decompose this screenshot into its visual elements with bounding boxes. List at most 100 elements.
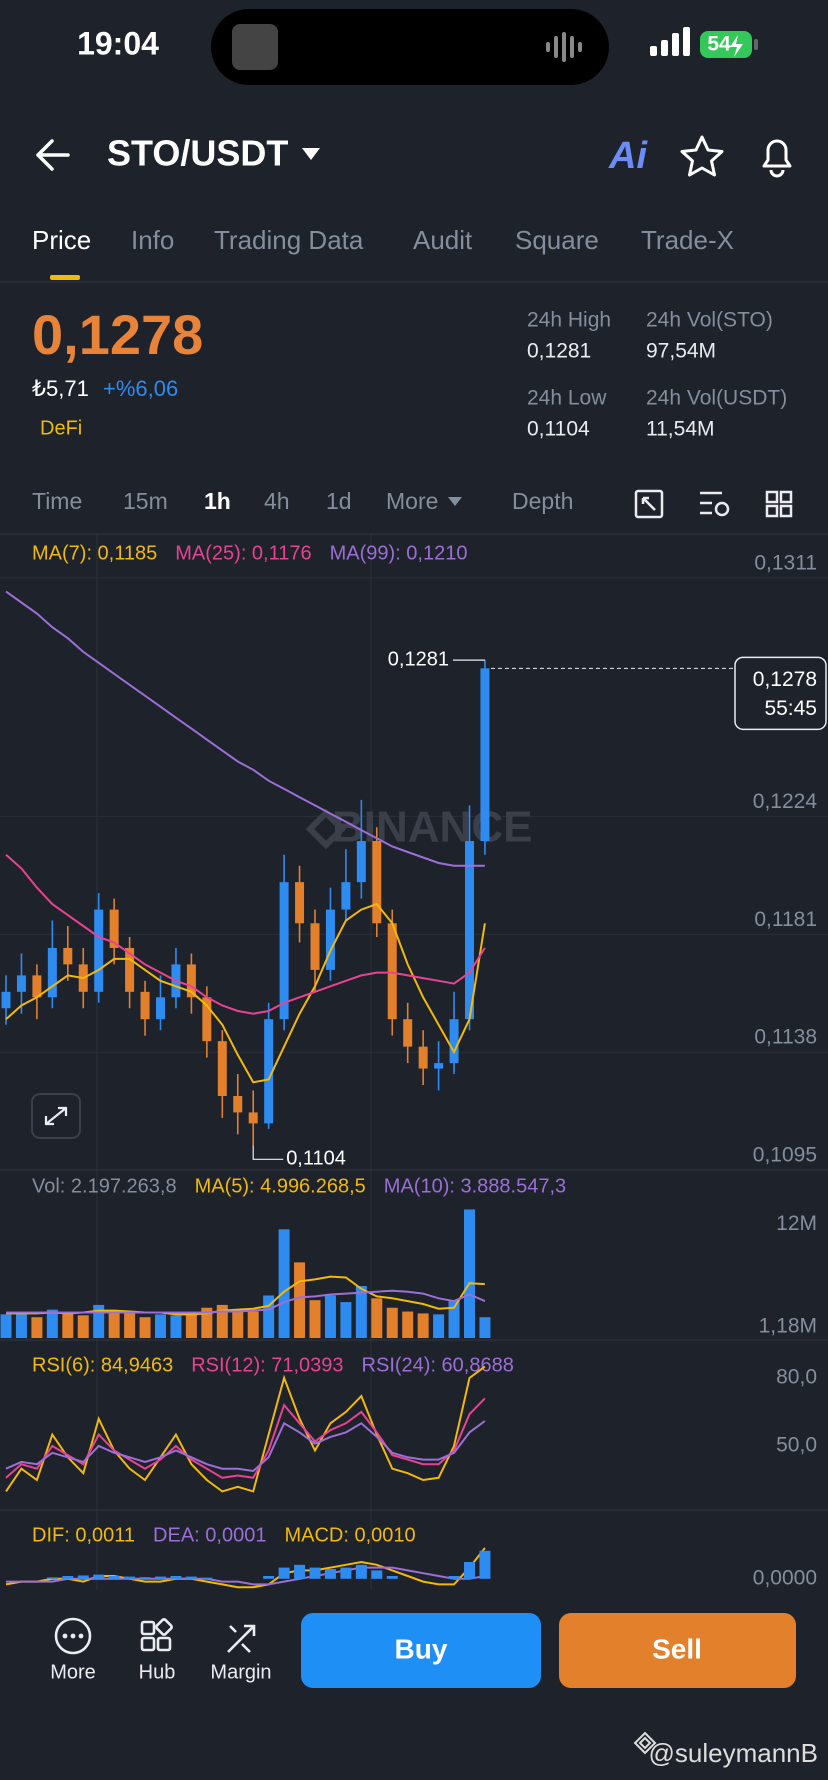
- action-label[interactable]: More: [50, 1661, 96, 1683]
- bar: [139, 1577, 151, 1579]
- battery-level: 54: [707, 33, 731, 56]
- candle-body: [63, 947, 73, 965]
- bar: [31, 1317, 43, 1338]
- interval[interactable]: Depth: [512, 488, 573, 514]
- battery-cap: [754, 39, 758, 50]
- interval[interactable]: 1h: [204, 488, 231, 514]
- action-icons[interactable]: [54, 1617, 256, 1655]
- candle-body: [47, 947, 57, 998]
- candle-body: [109, 909, 119, 948]
- signal: [650, 27, 690, 56]
- tab[interactable]: Square: [515, 225, 599, 255]
- bar: [263, 1576, 275, 1579]
- bar: [108, 1576, 120, 1579]
- bar: [278, 1567, 290, 1579]
- legend-entry: Vol: 2.197.263,8: [32, 1175, 177, 1197]
- bar: [232, 1309, 244, 1338]
- interval[interactable]: Time: [32, 488, 82, 514]
- line: [5, 853, 486, 1015]
- candle-body: [465, 841, 474, 1020]
- bar: [155, 1576, 166, 1579]
- stat-label: 24h Vol(USDT): [646, 387, 787, 410]
- bar: [355, 1286, 367, 1338]
- bar: [201, 1577, 213, 1579]
- bar: [216, 1304, 228, 1338]
- tab[interactable]: Price: [32, 225, 91, 255]
- interval[interactable]: 1d: [326, 488, 352, 514]
- tab[interactable]: Info: [131, 225, 174, 255]
- y-tick-label: 0,1138: [754, 1026, 817, 1049]
- low-marker: [252, 1145, 284, 1160]
- sell-label[interactable]: Sell: [652, 1633, 702, 1664]
- favorite[interactable]: [680, 135, 724, 177]
- tab[interactable]: Trading Data: [214, 225, 364, 255]
- stat-value: 0,1281: [527, 340, 591, 363]
- candle-body: [434, 1063, 444, 1069]
- bar: [309, 1567, 321, 1579]
- tab[interactable]: Trade-X: [641, 225, 734, 255]
- fiat-price: ₺5,71: [32, 376, 89, 401]
- legend-entry: MA(99): 0,1210: [330, 542, 468, 564]
- candle-body: [140, 991, 150, 1020]
- interval[interactable]: 15m: [123, 488, 168, 514]
- interval[interactable]: More: [386, 488, 438, 514]
- line: [5, 1365, 486, 1493]
- pair[interactable]: STO/USDT: [107, 133, 288, 174]
- action-label[interactable]: Hub: [139, 1661, 176, 1683]
- charging: [730, 35, 743, 57]
- candle-body: [16, 975, 26, 992]
- line: [5, 1547, 486, 1589]
- bar: [340, 1302, 352, 1338]
- bar: [201, 1307, 213, 1338]
- y-tick-label: 0,0000: [753, 1566, 817, 1589]
- bar: [124, 1313, 136, 1338]
- candle-body: [233, 1095, 243, 1113]
- action-label[interactable]: Margin: [210, 1661, 271, 1683]
- logo-mark: [305, 808, 347, 850]
- candle-body: [480, 668, 490, 842]
- bar: [371, 1570, 383, 1579]
- bar: [448, 1576, 460, 1579]
- candle-body: [372, 841, 382, 924]
- candle-body: [356, 841, 366, 883]
- y-tick-label: 1,18M: [759, 1314, 817, 1337]
- candle-body: [94, 909, 104, 992]
- sell-button[interactable]: [559, 1613, 796, 1688]
- fullscreen[interactable]: [31, 1093, 81, 1139]
- bar: [355, 1564, 367, 1579]
- fullscreen-icon[interactable]: [44, 1106, 68, 1126]
- y-tick-label: 0,1181: [754, 908, 817, 931]
- stat-value: 97,54M: [646, 340, 716, 363]
- legend-entry: MACD: 0,0010: [284, 1524, 415, 1546]
- candle-body: [202, 997, 212, 1042]
- last-price-box: [734, 656, 827, 731]
- interval[interactable]: 4h: [264, 488, 290, 514]
- legend-entry: MA(25): 0,1176: [175, 542, 311, 564]
- high-label: 0,1281: [388, 648, 449, 670]
- bar: [46, 1577, 58, 1579]
- y-tick-label: 50,0: [776, 1434, 817, 1457]
- candle-body: [279, 882, 289, 1020]
- candle-body: [310, 923, 320, 970]
- alert[interactable]: [762, 139, 792, 178]
- bar: [108, 1311, 120, 1338]
- more-dots[interactable]: [62, 1633, 84, 1639]
- chart-tools[interactable]: [634, 489, 793, 519]
- bar: [464, 1562, 475, 1579]
- ai-icon[interactable]: Ai: [608, 135, 648, 177]
- tag[interactable]: DeFi: [40, 417, 82, 439]
- legend-entry: DIF: 0,0011: [32, 1524, 135, 1546]
- bar: [324, 1569, 336, 1579]
- back[interactable]: [36, 139, 70, 171]
- bar: [324, 1295, 336, 1338]
- candle-body: [295, 882, 305, 924]
- pair-caret[interactable]: [302, 148, 320, 160]
- bar: [278, 1229, 290, 1338]
- buy-button[interactable]: [301, 1613, 541, 1688]
- more-caret[interactable]: [448, 497, 462, 506]
- buy-label[interactable]: Buy: [395, 1633, 448, 1664]
- tab[interactable]: Audit: [413, 225, 473, 255]
- dynamic-island: [211, 9, 609, 85]
- bar: [185, 1311, 197, 1338]
